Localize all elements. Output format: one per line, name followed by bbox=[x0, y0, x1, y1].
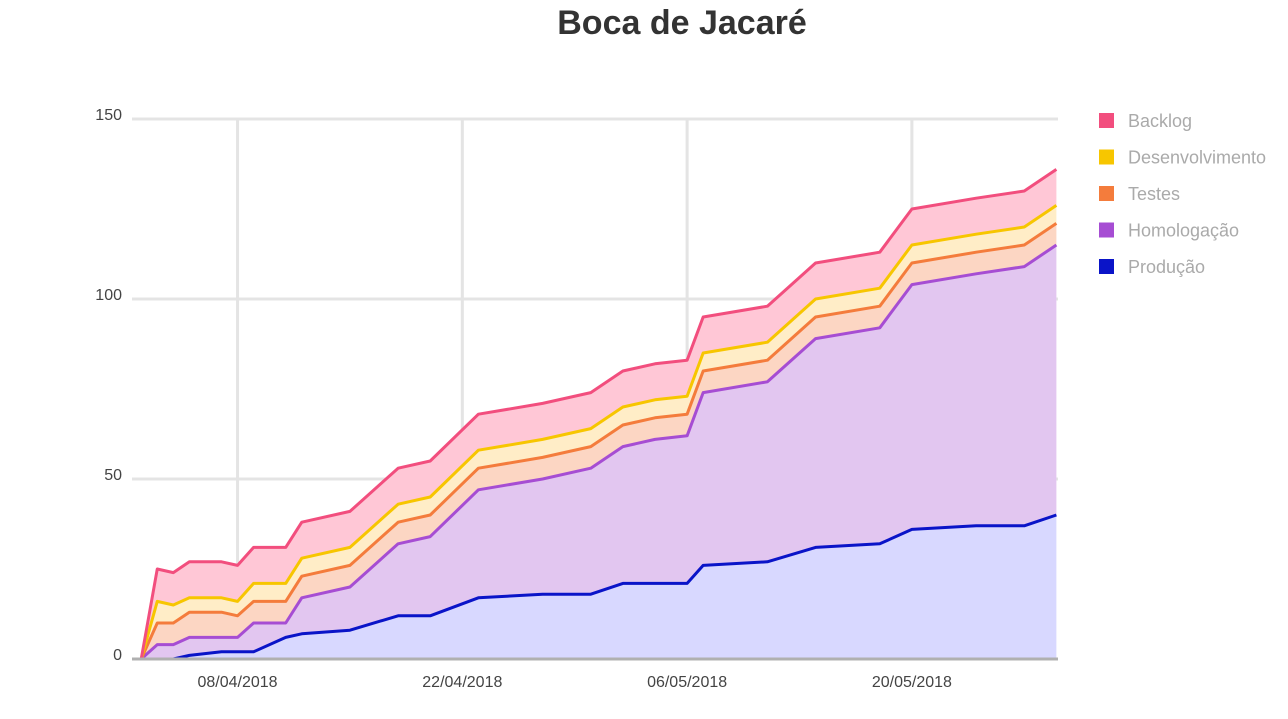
y-tick-label: 150 bbox=[95, 107, 122, 124]
line-producao bbox=[141, 513, 1057, 661]
legend-swatch-testes bbox=[1099, 186, 1114, 201]
series-lines bbox=[139, 168, 1058, 661]
legend-swatch-backlog bbox=[1099, 113, 1114, 128]
area-homologacao bbox=[141, 245, 1057, 659]
area-backlog bbox=[141, 169, 1057, 659]
area-producao bbox=[141, 515, 1057, 659]
x-tick-label: 20/05/2018 bbox=[872, 674, 952, 691]
legend-label-homologacao: Homologação bbox=[1128, 221, 1239, 241]
line-desenvolvimento bbox=[139, 204, 1058, 660]
x-axis-ticks: 08/04/2018 22/04/2018 06/05/2018 20/05/2018 bbox=[198, 674, 953, 691]
legend-label-desenvolvimento: Desenvolvimento bbox=[1128, 148, 1266, 168]
legend-label-testes: Testes bbox=[1128, 184, 1180, 204]
x-tick-label: 08/04/2018 bbox=[198, 674, 278, 691]
legend-swatch-homologacao bbox=[1099, 222, 1114, 238]
y-tick-label: 100 bbox=[95, 287, 122, 304]
x-tick-label: 22/04/2018 bbox=[422, 674, 502, 691]
legend-swatch-desenvolvimento bbox=[1099, 149, 1114, 165]
legend-label-producao: Produção bbox=[1128, 257, 1205, 277]
y-tick-label: 0 bbox=[113, 647, 122, 664]
legend-label-backlog: Backlog bbox=[1128, 111, 1192, 131]
chart-title: Boca de Jacaré bbox=[557, 4, 807, 42]
y-tick-label: 50 bbox=[104, 467, 122, 484]
x-tick-label: 06/05/2018 bbox=[647, 674, 727, 691]
line-backlog bbox=[139, 168, 1058, 660]
line-homologacao bbox=[140, 243, 1058, 661]
legend-swatch-producao bbox=[1099, 259, 1114, 274]
legend: Backlog Desenvolvimento Testes Homologação P… bbox=[1099, 111, 1266, 277]
line-testes bbox=[139, 222, 1058, 660]
y-axis-ticks: 0 50 100 150 bbox=[95, 107, 122, 664]
